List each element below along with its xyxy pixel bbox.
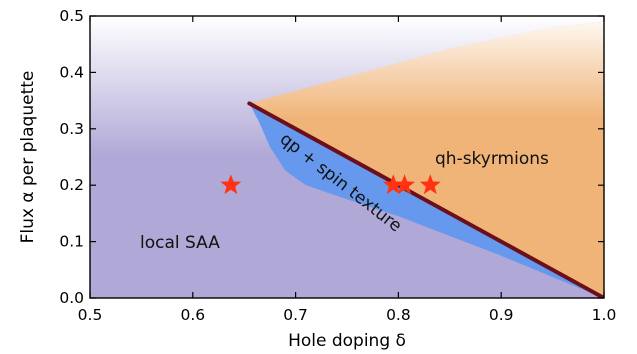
x-tick-label: 0.8 [386, 306, 411, 324]
plot-frame [89, 15, 605, 299]
x-tick-label: 1.0 [592, 306, 617, 324]
y-tick-label: 0.4 [59, 63, 84, 81]
star-marker [419, 174, 441, 195]
region-label-local-saa: local SAA [140, 233, 220, 253]
x-axis-label: Hole doping δ [288, 331, 406, 351]
region-qh-skyrmions-fade [249, 21, 604, 298]
star-marker [220, 174, 242, 195]
x-tick-label: 0.9 [489, 306, 514, 324]
y-tick-label: 0.3 [59, 120, 84, 138]
y-tick-label: 0.2 [59, 176, 84, 194]
x-tick-label: 0.6 [180, 306, 205, 324]
y-axis-label: Flux α per plaquette [18, 71, 38, 244]
phase-boundary-line [247, 101, 604, 298]
x-tick-label: 0.5 [78, 306, 103, 324]
x-tick-label: 0.7 [283, 306, 308, 324]
axis-ticks [89, 15, 605, 299]
star-marker [382, 174, 404, 195]
y-tick-label: 0.0 [59, 289, 84, 307]
star-marker [394, 174, 416, 195]
y-tick-label: 0.1 [59, 233, 84, 251]
axis-tick-labels: 0.5 0.6 0.7 0.8 0.9 1.0 0.0 0.1 0.2 0.3 0.4 0.5 [59, 7, 616, 324]
star-markers [220, 174, 441, 195]
region-label-qh-skyrmions: qh-skyrmions [435, 149, 549, 169]
y-tick-label: 0.5 [59, 7, 84, 25]
